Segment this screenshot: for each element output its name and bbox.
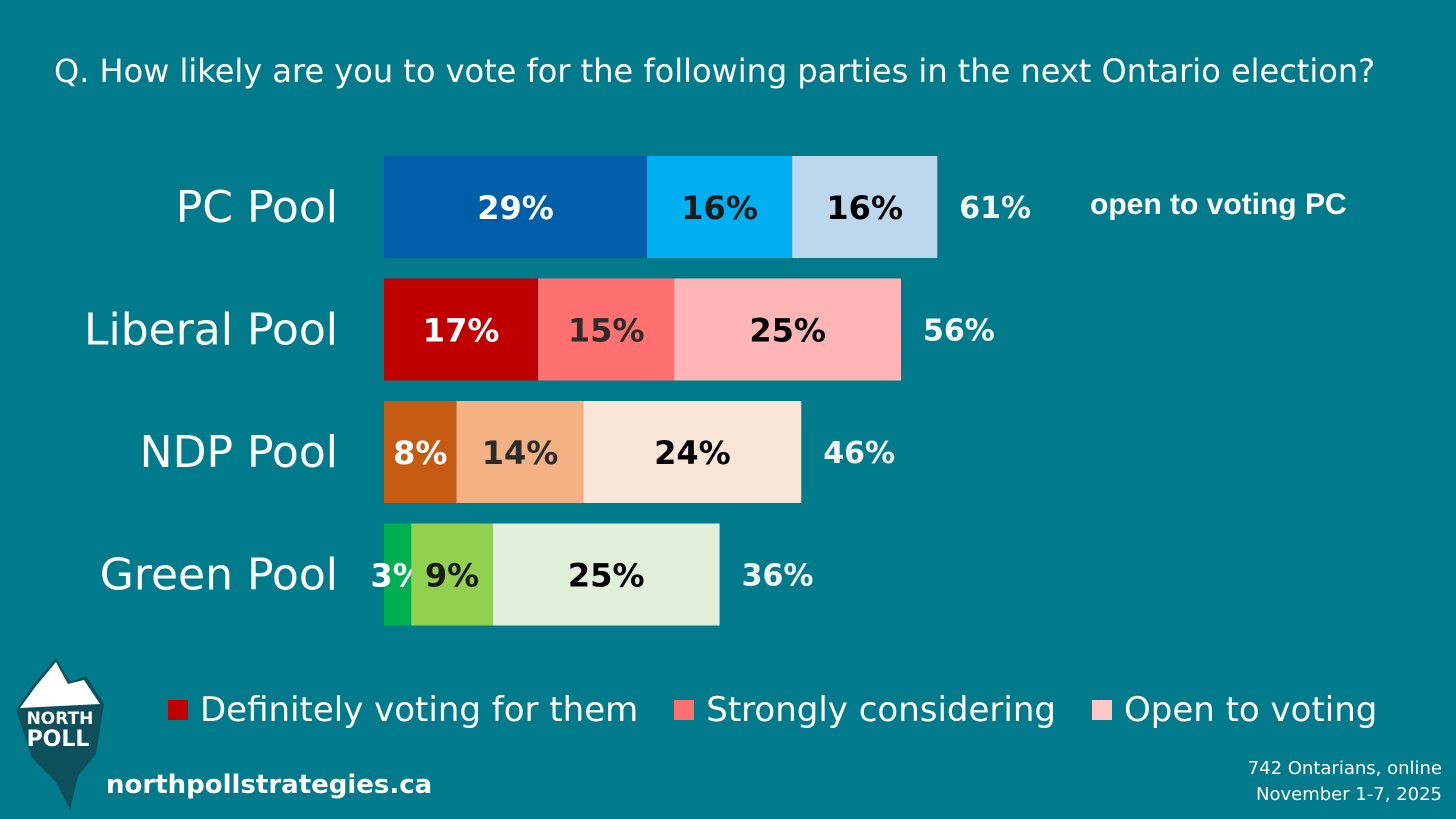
value-label-ndp-pool-strongly-considering: 14% — [482, 434, 559, 472]
bar-ndp-pool-strongly-considering — [456, 401, 584, 503]
bar-ndp-pool-open-to-voting — [583, 401, 802, 503]
category-label-green-pool: Green Pool — [100, 550, 338, 601]
bar-green-pool-strongly-considering — [411, 523, 493, 626]
source-note: 742 Ontarians, online November 1-7, 2025 — [1248, 756, 1442, 808]
value-label-green-pool-open-to-voting: 25% — [568, 557, 645, 595]
value-label-ndp-pool-definitely-voting-for-them: 8% — [393, 434, 447, 472]
bar-liberal-pool-definitely-voting-for-them — [384, 278, 539, 381]
legend-item-open: Open to voting — [1091, 690, 1378, 730]
legend-swatch-definitely — [168, 700, 188, 720]
value-label-pc-pool-definitely-voting-for-them: 29% — [477, 189, 554, 227]
value-label-liberal-pool-open-to-voting: 25% — [749, 312, 826, 350]
bar-pc-pool-open-to-voting — [792, 156, 938, 258]
value-label-green-pool-strongly-considering: 9% — [425, 557, 479, 595]
chart-title: Q. How likely are you to vote for the fo… — [54, 52, 1376, 90]
source-dates: November 1-7, 2025 — [1255, 784, 1442, 805]
value-label-liberal-pool-definitely-voting-for-them: 17% — [423, 312, 500, 350]
bar-liberal-pool-strongly-considering — [538, 278, 675, 381]
total-label-pc-pool: 61% — [959, 191, 1031, 226]
total-label-liberal-pool: 56% — [923, 314, 995, 349]
bar-green-pool-open-to-voting — [492, 523, 720, 626]
legend-item-definitely: Definitely voting for them — [168, 690, 638, 730]
legend-swatch-open — [1091, 700, 1112, 720]
bar-pc-pool-definitely-voting-for-them — [384, 156, 648, 258]
legend-label-open: Open to voting — [1123, 690, 1378, 730]
bar-pc-pool-strongly-considering — [647, 156, 793, 258]
value-label-pc-pool-strongly-considering: 16% — [681, 189, 758, 227]
website-link[interactable]: northpollstrategies.ca — [106, 770, 433, 800]
north-poll-logo: NORTH POLL — [16, 658, 104, 810]
bar-liberal-pool-open-to-voting — [674, 278, 901, 381]
value-label-liberal-pool-strongly-considering: 15% — [568, 312, 645, 350]
bar-green-pool-definitely-voting-for-them — [384, 523, 412, 626]
legend-item-strongly: Strongly considering — [674, 690, 1056, 730]
annotation-open-to-voting-pc: open to voting PC — [1090, 188, 1347, 221]
legend-swatch-strongly — [674, 700, 695, 720]
legend: Definitely voting for them Strongly cons… — [168, 690, 1413, 730]
category-label-ndp-pool: NDP Pool — [140, 427, 338, 478]
total-label-ndp-pool: 46% — [823, 436, 895, 471]
value-label-ndp-pool-open-to-voting: 24% — [654, 434, 731, 472]
source-sample: 742 Ontarians, online — [1247, 758, 1442, 779]
logo-text-poll: POLL — [27, 727, 90, 752]
legend-label-definitely: Definitely voting for them — [200, 690, 639, 730]
logo-text-north: NORTH — [27, 709, 94, 729]
bar-ndp-pool-definitely-voting-for-them — [384, 401, 457, 503]
category-label-liberal-pool: Liberal Pool — [84, 305, 338, 356]
iceberg-peak — [20, 662, 100, 708]
value-label-pc-pool-open-to-voting: 16% — [826, 189, 903, 227]
legend-label-strongly: Strongly considering — [706, 690, 1056, 730]
category-label-pc-pool: PC Pool — [176, 182, 338, 233]
total-label-green-pool: 36% — [742, 559, 814, 594]
